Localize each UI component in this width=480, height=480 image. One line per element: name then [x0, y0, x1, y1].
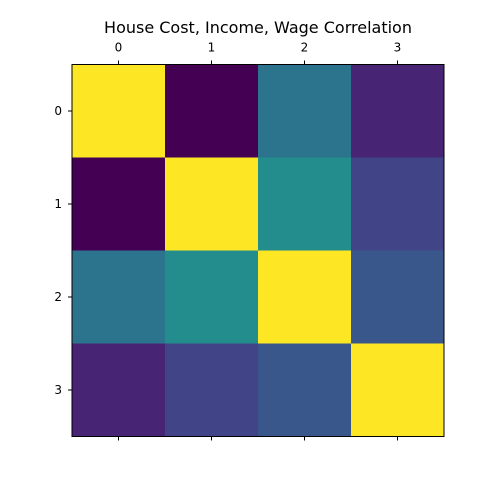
chart-title: House Cost, Income, Wage Correlation: [104, 18, 412, 37]
heatmap-cell-1-3: [351, 157, 445, 251]
heatmap-cell-2-0: [72, 250, 166, 344]
heatmap-cell-3-3: [351, 343, 445, 437]
y-tick-label-1: 1: [54, 197, 62, 211]
heatmap-cell-0-1: [165, 64, 259, 158]
heatmap-cell-0-3: [351, 64, 445, 158]
heatmap-cell-0-2: [258, 64, 352, 158]
heatmap-cell-0-0: [72, 64, 166, 158]
axis-ticks: 0 1 2 3 0 1 2 3: [54, 41, 401, 441]
heatmap-cell-3-2: [258, 343, 352, 437]
heatmap-cell-2-3: [351, 250, 445, 344]
x-tick-label-2: 2: [301, 41, 309, 55]
heatmap-cell-1-2: [258, 157, 352, 251]
heatmap-cell-3-0: [72, 343, 166, 437]
plot-frame: [71, 64, 445, 437]
y-tick-label-2: 2: [54, 290, 62, 304]
heatmap-cell-2-2: [258, 250, 352, 344]
heatmap-cell-1-1: [165, 157, 259, 251]
x-tick-label-3: 3: [394, 41, 402, 55]
y-tick-label-0: 0: [54, 104, 62, 118]
heatmap-cell-1-0: [72, 157, 166, 251]
x-tick-label-1: 1: [208, 41, 216, 55]
y-tick-label-3: 3: [54, 383, 62, 397]
x-tick-label-0: 0: [115, 41, 123, 55]
heatmap-cell-2-1: [165, 250, 259, 344]
heatmap-cells: [72, 64, 445, 437]
heatmap-cell-3-1: [165, 343, 259, 437]
